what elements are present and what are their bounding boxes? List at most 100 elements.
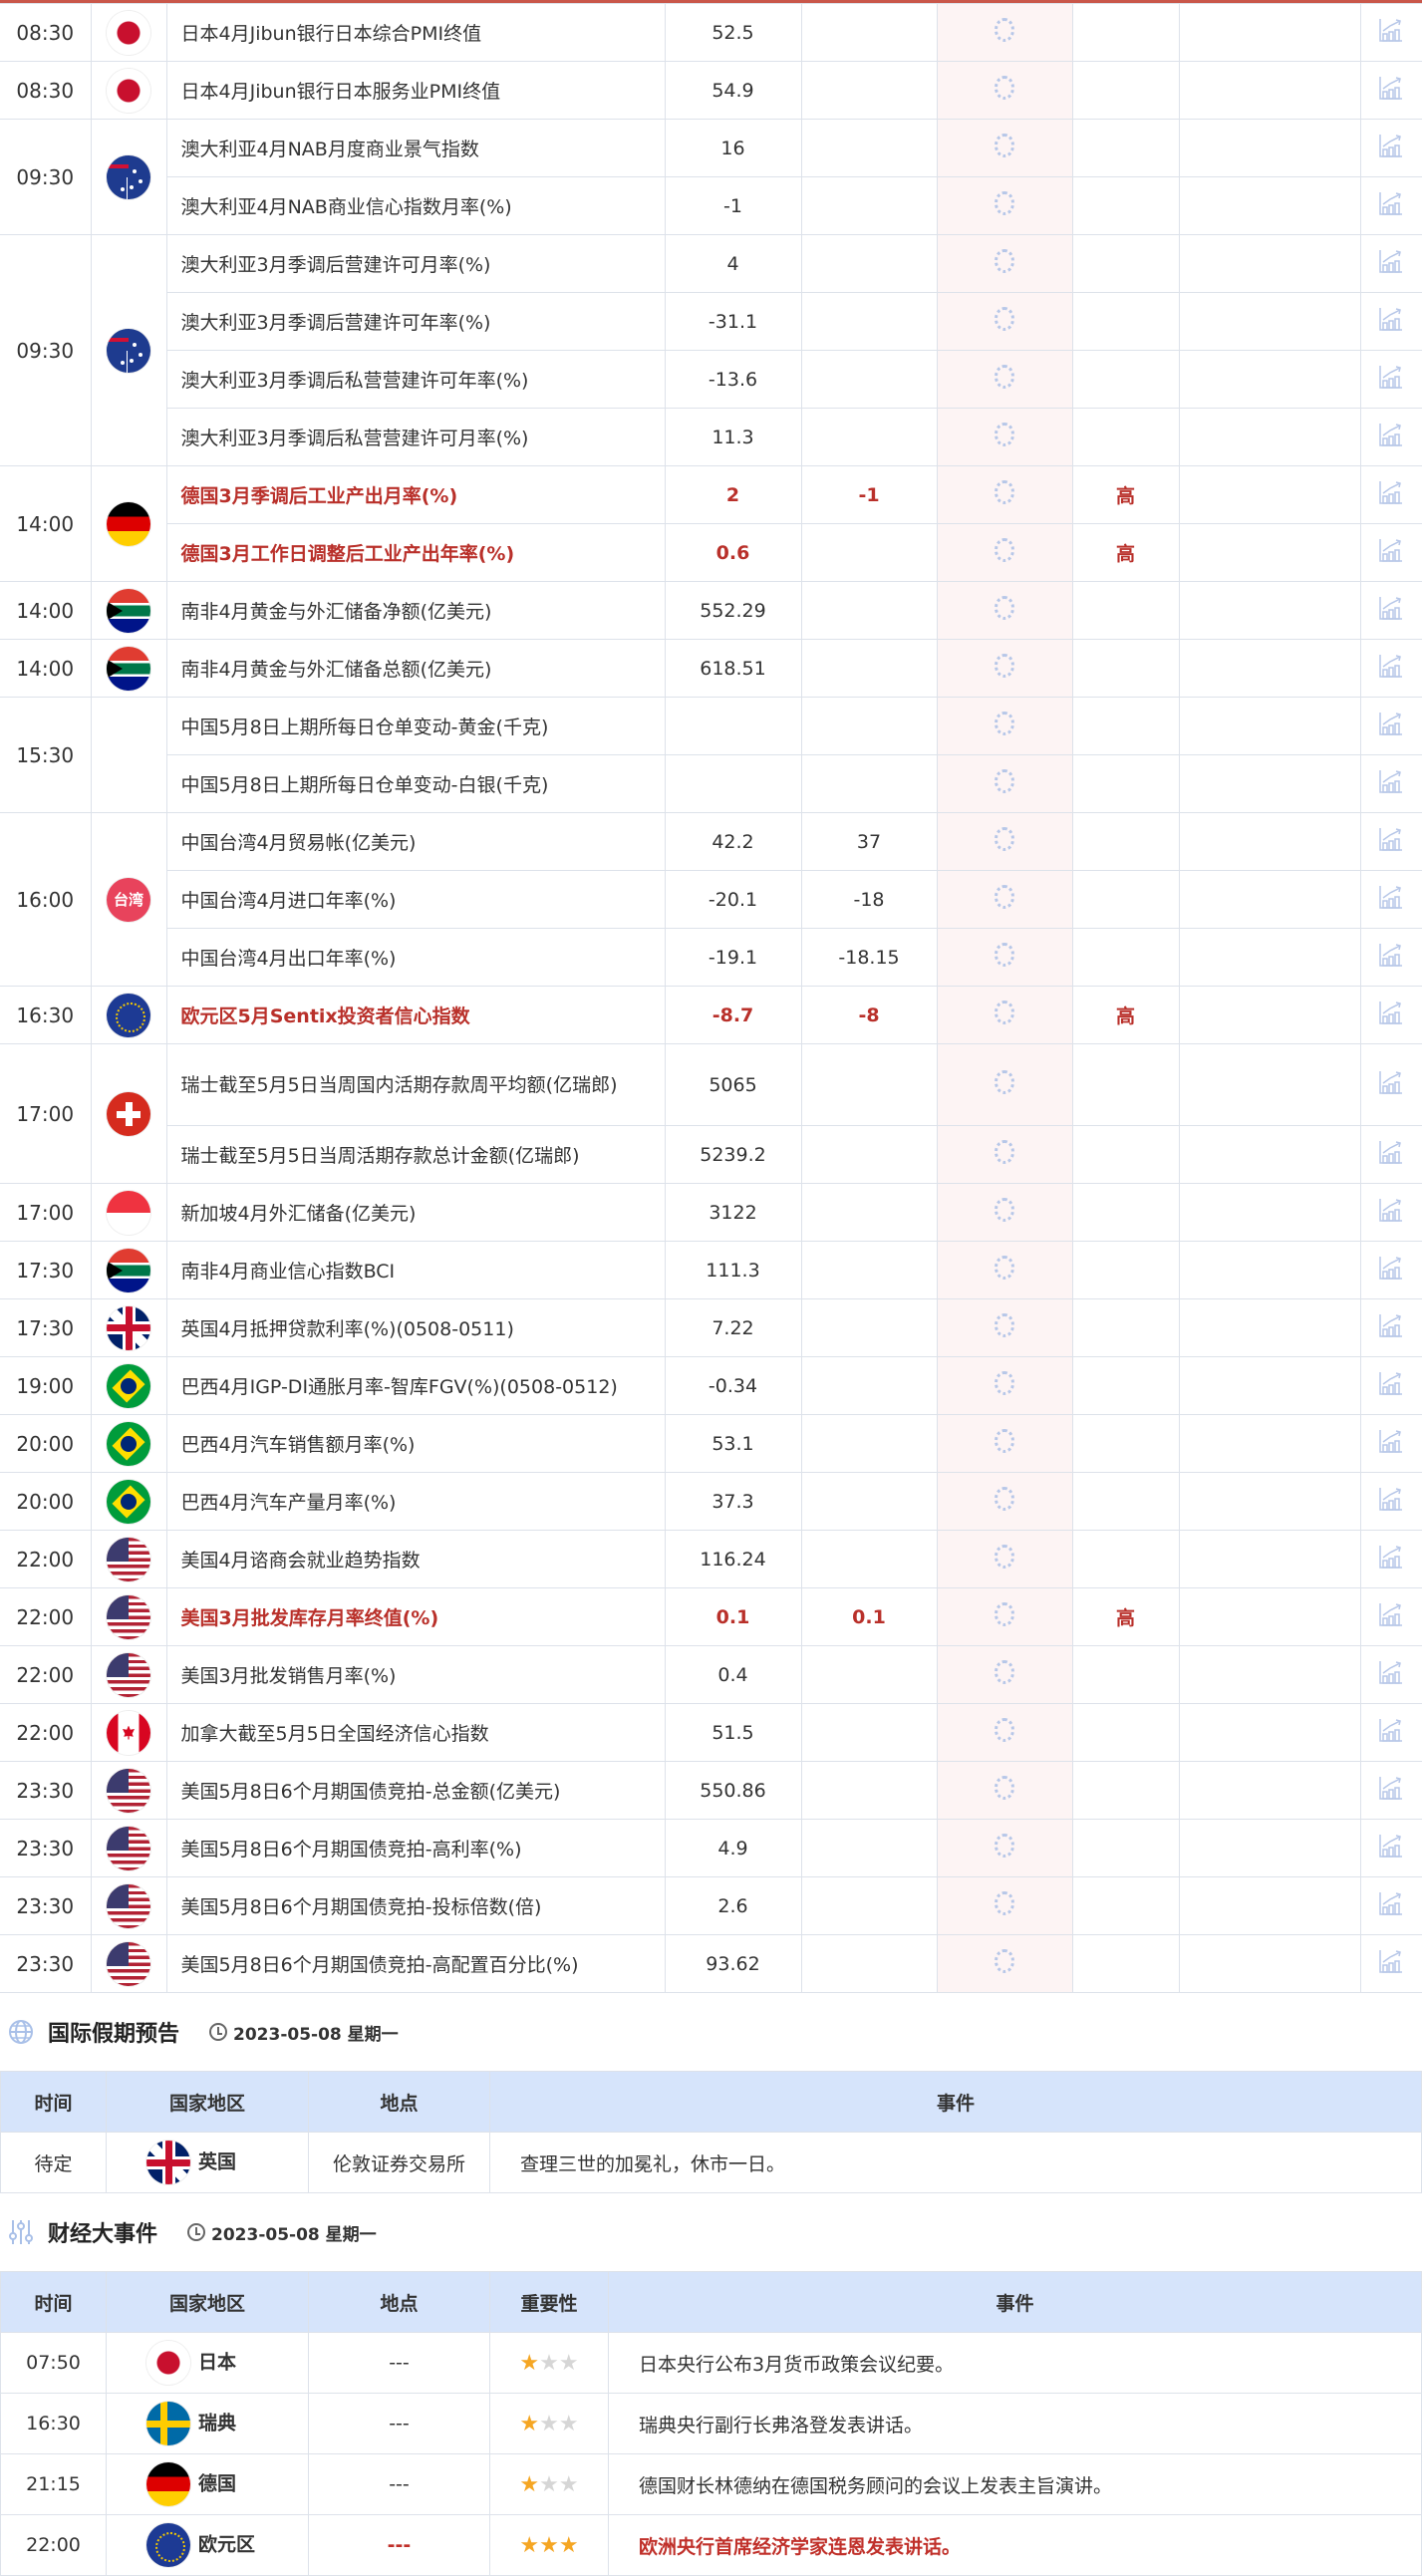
table-row[interactable]: 16:00 台湾 中国台湾4月贸易帐(亿美元) 42.2 37 <box>0 812 1422 987</box>
chart-icon[interactable] <box>1378 306 1404 332</box>
table-row[interactable]: 澳大利亚4月NAB商业信心指数月率(%) -1 <box>0 176 1422 235</box>
chart-cell[interactable] <box>1359 1414 1422 1473</box>
chart-cell[interactable] <box>1359 928 1422 987</box>
chart-cell[interactable] <box>1359 1298 1422 1357</box>
table-row[interactable]: 14:00 南非4月黄金与外汇储备总额(亿美元) 618.51 <box>0 639 1422 698</box>
chart-cell[interactable] <box>1359 697 1422 755</box>
indicator-name[interactable]: 瑞士截至5月5日当周活期存款总计金额(亿瑞郎) <box>165 1125 666 1184</box>
chart-icon[interactable] <box>1378 653 1404 679</box>
chart-icon[interactable] <box>1378 595 1404 621</box>
chart-icon[interactable] <box>1378 133 1404 158</box>
chart-icon[interactable] <box>1378 711 1404 736</box>
chart-cell[interactable] <box>1359 1645 1422 1704</box>
indicator-name[interactable]: 中国5月8日上期所每日仓单变动-黄金(千克) <box>165 697 666 755</box>
chart-cell[interactable] <box>1359 3 1422 62</box>
chart-cell[interactable] <box>1359 1356 1422 1415</box>
chart-icon[interactable] <box>1378 1000 1404 1025</box>
table-row[interactable]: 中国台湾4月进口年率(%) -20.1 -18 <box>0 870 1422 929</box>
chart-cell[interactable] <box>1359 176 1422 235</box>
chart-icon[interactable] <box>1378 422 1404 447</box>
chart-cell[interactable] <box>1359 1183 1422 1242</box>
table-row[interactable]: 德国3月工作日调整后工业产出年率(%) 0.6 高 <box>0 523 1422 582</box>
table-row[interactable]: 14:00 德国3月季调后工业产出月率(%) 2 -1 高 <box>0 465 1422 582</box>
table-row[interactable]: 澳大利亚3月季调后私营营建许可月率(%) 11.3 <box>0 408 1422 466</box>
chart-cell[interactable] <box>1359 350 1422 409</box>
chart-cell[interactable] <box>1359 581 1422 640</box>
table-row[interactable]: 16:30 欧元区5月Sentix投资者信心指数 -8.7 -8 高 <box>0 986 1422 1044</box>
chart-icon[interactable] <box>1378 537 1404 563</box>
indicator-name[interactable]: 澳大利亚3月季调后营建许可年率(%) <box>165 292 666 351</box>
chart-icon[interactable] <box>1378 1255 1404 1281</box>
table-row[interactable]: 20:00 巴西4月汽车产量月率(%) 37.3 <box>0 1472 1422 1531</box>
indicator-name[interactable]: 美国5月8日6个月期国债竞拍-高利率(%) <box>165 1819 666 1877</box>
indicator-name[interactable]: 美国4月谘商会就业趋势指数 <box>165 1530 666 1588</box>
chart-cell[interactable] <box>1359 1876 1422 1935</box>
indicator-name[interactable]: 中国台湾4月贸易帐(亿美元) <box>165 812 666 871</box>
chart-icon[interactable] <box>1378 479 1404 505</box>
table-row[interactable]: 09:30 澳大利亚4月NAB月度商业景气指数 16 <box>0 119 1422 235</box>
table-row[interactable]: 澳大利亚3月季调后私营营建许可年率(%) -13.6 <box>0 350 1422 409</box>
indicator-name[interactable]: 澳大利亚3月季调后营建许可月率(%) <box>165 234 666 293</box>
indicator-name[interactable]: 加拿大截至5月5日全国经济信心指数 <box>165 1703 666 1762</box>
indicator-name[interactable]: 巴西4月汽车产量月率(%) <box>165 1472 666 1531</box>
table-row[interactable]: 09:30 澳大利亚3月季调后营建许可月率(%) 4 <box>0 234 1422 466</box>
chart-icon[interactable] <box>1378 1890 1404 1916</box>
indicator-name[interactable]: 南非4月黄金与外汇储备净额(亿美元) <box>165 581 666 640</box>
chart-icon[interactable] <box>1378 1370 1404 1396</box>
indicator-name[interactable]: 巴西4月IGP-DI通胀月率-智库FGV(%)(0508-0512) <box>165 1356 666 1415</box>
table-row[interactable]: 17:00 瑞士截至5月5日当周国内活期存款周平均额(亿瑞郎) 5065 <box>0 1043 1422 1184</box>
table-row[interactable]: 15:30 中国5月8日上期所每日仓单变动-黄金(千克) <box>0 697 1422 813</box>
indicator-name[interactable]: 澳大利亚4月NAB月度商业景气指数 <box>165 119 666 177</box>
chart-cell[interactable] <box>1359 812 1422 871</box>
indicator-name[interactable]: 美国5月8日6个月期国债竞拍-高配置百分比(%) <box>165 1934 666 1993</box>
table-row[interactable]: 23:30 美国5月8日6个月期国债竞拍-高配置百分比(%) 93.62 <box>0 1934 1422 1993</box>
chart-cell[interactable] <box>1359 1530 1422 1588</box>
chart-icon[interactable] <box>1378 1659 1404 1685</box>
chart-cell[interactable] <box>1359 523 1422 582</box>
chart-icon[interactable] <box>1378 1544 1404 1570</box>
indicator-name[interactable]: 欧元区5月Sentix投资者信心指数 <box>165 986 666 1044</box>
indicator-name[interactable]: 日本4月Jibun银行日本服务业PMI终值 <box>165 61 666 120</box>
table-row[interactable]: 19:00 巴西4月IGP-DI通胀月率-智库FGV(%)(0508-0512) -… <box>0 1356 1422 1415</box>
chart-icon[interactable] <box>1378 768 1404 794</box>
chart-cell[interactable] <box>1359 292 1422 351</box>
chart-icon[interactable] <box>1378 1312 1404 1338</box>
indicator-name[interactable]: 中国5月8日上期所每日仓单变动-白银(千克) <box>165 754 666 813</box>
table-row[interactable]: 23:30 美国5月8日6个月期国债竞拍-总金额(亿美元) 550.86 <box>0 1761 1422 1820</box>
chart-cell[interactable] <box>1359 986 1422 1044</box>
chart-cell[interactable] <box>1359 119 1422 177</box>
table-row[interactable]: 17:00 新加坡4月外汇储备(亿美元) 3122 <box>0 1183 1422 1242</box>
table-row[interactable]: 22:00 美国4月谘商会就业趋势指数 116.24 <box>0 1530 1422 1588</box>
chart-icon[interactable] <box>1378 1717 1404 1743</box>
chart-icon[interactable] <box>1378 248 1404 274</box>
indicator-name[interactable]: 澳大利亚4月NAB商业信心指数月率(%) <box>165 176 666 235</box>
indicator-name[interactable]: 瑞士截至5月5日当周国内活期存款周平均额(亿瑞郎) <box>165 1043 666 1126</box>
chart-icon[interactable] <box>1378 826 1404 852</box>
table-row[interactable]: 20:00 巴西4月汽车销售额月率(%) 53.1 <box>0 1414 1422 1473</box>
table-row[interactable]: 22:00 美国3月批发销售月率(%) 0.4 <box>0 1645 1422 1704</box>
chart-icon[interactable] <box>1378 17 1404 43</box>
chart-icon[interactable] <box>1378 364 1404 390</box>
indicator-name[interactable]: 德国3月工作日调整后工业产出年率(%) <box>165 523 666 582</box>
indicator-name[interactable]: 美国5月8日6个月期国债竞拍-总金额(亿美元) <box>165 1761 666 1820</box>
chart-icon[interactable] <box>1378 1197 1404 1223</box>
indicator-name[interactable]: 南非4月商业信心指数BCI <box>165 1241 666 1299</box>
table-row[interactable]: 澳大利亚3月季调后营建许可年率(%) -31.1 <box>0 292 1422 351</box>
chart-cell[interactable] <box>1359 61 1422 120</box>
chart-cell[interactable] <box>1359 465 1422 524</box>
chart-cell[interactable] <box>1359 754 1422 813</box>
chart-icon[interactable] <box>1378 1139 1404 1165</box>
chart-cell[interactable] <box>1359 234 1422 293</box>
indicator-name[interactable]: 中国台湾4月出口年率(%) <box>165 928 666 987</box>
indicator-name[interactable]: 美国5月8日6个月期国债竞拍-投标倍数(倍) <box>165 1876 666 1935</box>
chart-cell[interactable] <box>1359 408 1422 466</box>
chart-icon[interactable] <box>1378 1428 1404 1454</box>
chart-cell[interactable] <box>1359 639 1422 698</box>
table-row[interactable]: 17:30 南非4月商业信心指数BCI 111.3 <box>0 1241 1422 1299</box>
indicator-name[interactable]: 美国3月批发库存月率终值(%) <box>165 1587 666 1646</box>
table-row[interactable]: 23:30 美国5月8日6个月期国债竞拍-投标倍数(倍) 2.6 <box>0 1876 1422 1935</box>
indicator-name[interactable]: 日本4月Jibun银行日本综合PMI终值 <box>165 3 666 62</box>
chart-cell[interactable] <box>1359 1241 1422 1299</box>
indicator-name[interactable]: 中国台湾4月进口年率(%) <box>165 870 666 929</box>
chart-cell[interactable] <box>1359 1472 1422 1531</box>
